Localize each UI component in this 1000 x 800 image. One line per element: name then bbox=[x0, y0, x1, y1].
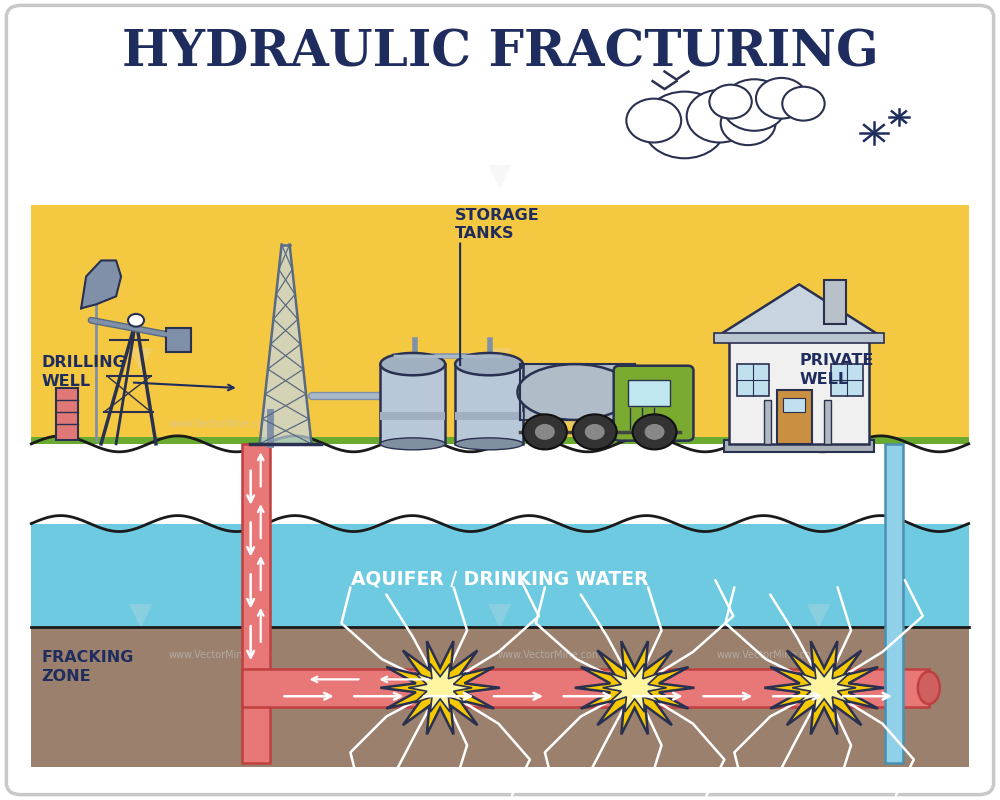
Text: ▼: ▼ bbox=[129, 346, 153, 374]
Circle shape bbox=[782, 86, 825, 121]
Bar bbox=[737, 364, 769, 396]
Circle shape bbox=[535, 424, 555, 440]
Text: www.VectorMine.com: www.VectorMine.com bbox=[169, 419, 273, 429]
Text: STORAGE
TANKS: STORAGE TANKS bbox=[455, 208, 540, 242]
Polygon shape bbox=[764, 641, 884, 734]
Text: www.VectorMine.com: www.VectorMine.com bbox=[717, 650, 821, 660]
Circle shape bbox=[626, 98, 681, 142]
Text: ▼: ▼ bbox=[488, 162, 512, 191]
Bar bbox=[824, 400, 831, 444]
Bar bbox=[166, 328, 191, 352]
Bar bbox=[455, 364, 523, 444]
Circle shape bbox=[523, 414, 567, 450]
Polygon shape bbox=[792, 663, 856, 712]
Circle shape bbox=[756, 78, 807, 118]
Bar bbox=[777, 390, 812, 444]
Bar bbox=[31, 438, 969, 444]
Bar bbox=[729, 336, 869, 444]
Bar bbox=[783, 398, 805, 412]
Ellipse shape bbox=[380, 438, 445, 450]
Bar bbox=[628, 380, 670, 406]
Polygon shape bbox=[260, 245, 312, 444]
Text: www.VectorMine.com: www.VectorMine.com bbox=[498, 419, 602, 429]
Bar bbox=[56, 388, 78, 440]
Circle shape bbox=[573, 414, 617, 450]
Text: DRILLING
WELL: DRILLING WELL bbox=[41, 355, 126, 389]
Text: ▼: ▼ bbox=[807, 601, 831, 630]
Circle shape bbox=[645, 424, 665, 440]
Bar bbox=[824, 281, 846, 324]
Text: ▼: ▼ bbox=[129, 601, 153, 630]
Circle shape bbox=[722, 79, 787, 130]
Bar bbox=[242, 669, 929, 707]
Text: HYDRAULIC FRACTURING: HYDRAULIC FRACTURING bbox=[122, 29, 878, 78]
Text: www.VectorMine.com: www.VectorMine.com bbox=[169, 650, 273, 660]
Circle shape bbox=[709, 85, 752, 118]
Bar bbox=[520, 364, 635, 420]
Circle shape bbox=[721, 102, 776, 145]
Bar bbox=[455, 412, 523, 420]
Ellipse shape bbox=[918, 671, 940, 704]
Bar bbox=[31, 523, 969, 627]
Text: ▼: ▼ bbox=[488, 346, 512, 374]
Bar bbox=[31, 627, 969, 766]
FancyBboxPatch shape bbox=[614, 366, 693, 441]
Polygon shape bbox=[603, 663, 667, 712]
Polygon shape bbox=[575, 641, 694, 734]
Text: FRACKING
ZONE: FRACKING ZONE bbox=[41, 650, 134, 684]
Ellipse shape bbox=[517, 364, 632, 420]
Text: ▼: ▼ bbox=[488, 601, 512, 630]
Ellipse shape bbox=[455, 353, 523, 375]
Bar bbox=[764, 400, 771, 444]
FancyBboxPatch shape bbox=[6, 6, 994, 794]
Circle shape bbox=[687, 90, 752, 142]
Bar bbox=[831, 364, 863, 396]
Circle shape bbox=[128, 314, 144, 326]
Bar bbox=[380, 412, 445, 420]
Circle shape bbox=[633, 414, 677, 450]
Ellipse shape bbox=[380, 353, 445, 375]
Polygon shape bbox=[81, 261, 121, 308]
Text: AQUIFER / DRINKING WATER: AQUIFER / DRINKING WATER bbox=[351, 570, 649, 589]
Circle shape bbox=[643, 92, 726, 158]
Polygon shape bbox=[717, 285, 881, 336]
Bar bbox=[714, 333, 884, 342]
Polygon shape bbox=[408, 663, 472, 712]
Polygon shape bbox=[380, 641, 500, 734]
Circle shape bbox=[585, 424, 605, 440]
Text: www.VectorMine.com: www.VectorMine.com bbox=[498, 650, 602, 660]
Text: PRIVATE
WELL: PRIVATE WELL bbox=[799, 353, 874, 386]
Bar bbox=[31, 205, 969, 444]
Bar bbox=[380, 364, 445, 444]
Bar bbox=[724, 440, 874, 452]
Bar bbox=[242, 444, 270, 762]
Ellipse shape bbox=[455, 438, 523, 450]
Bar bbox=[885, 444, 903, 762]
